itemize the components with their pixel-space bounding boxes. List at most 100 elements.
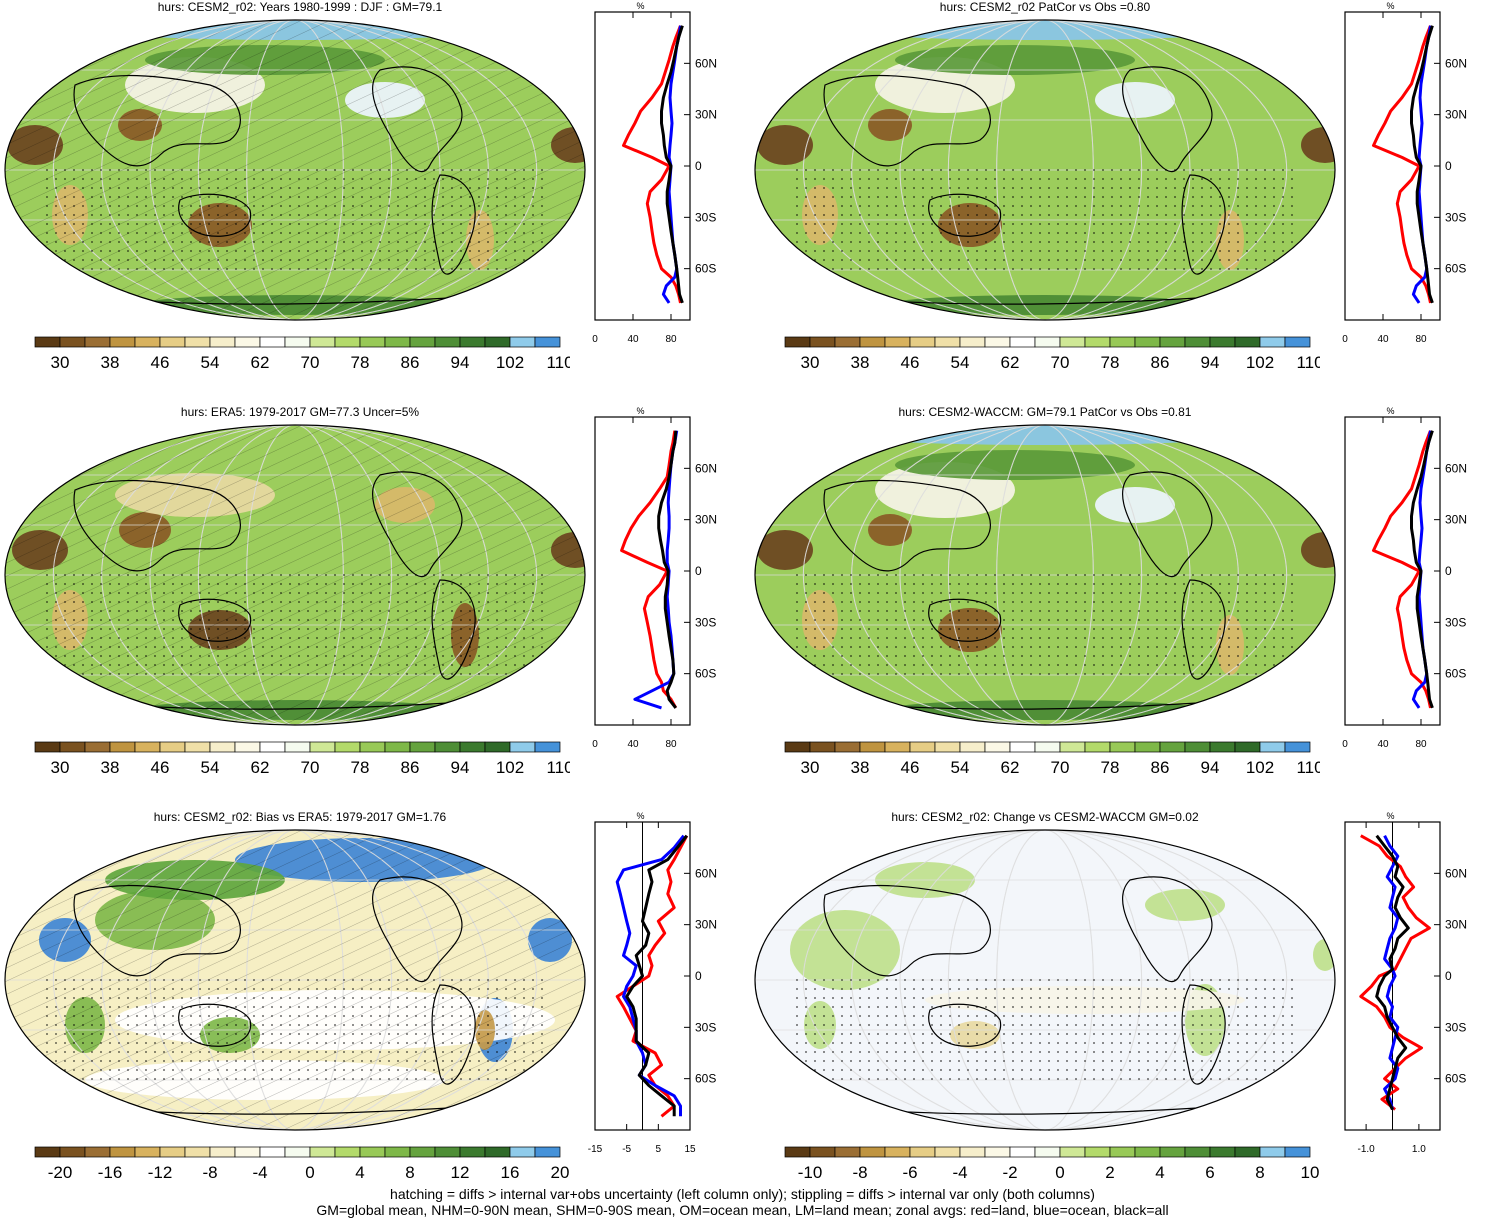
colorbar-tick-label: 30 bbox=[51, 353, 70, 372]
profile-lat-tick-label: 60S bbox=[695, 667, 716, 681]
profile-line-land bbox=[622, 25, 682, 304]
colorbar-swatch bbox=[184, 336, 211, 348]
colorbar-tick-label: 54 bbox=[201, 353, 220, 372]
colorbar-swatch bbox=[159, 336, 186, 348]
profile-x-tick-label: 0 bbox=[1342, 739, 1348, 750]
colorbar-swatch bbox=[884, 1146, 911, 1158]
profile-lat-tick-label: 30N bbox=[695, 513, 717, 527]
profile-x-tick-label: 0 bbox=[592, 334, 598, 345]
colorbar-swatch bbox=[1109, 741, 1136, 753]
colorbar-swatch bbox=[1284, 1146, 1311, 1158]
colorbar-swatch bbox=[334, 336, 361, 348]
profile-lat-tick-label: 60S bbox=[695, 1072, 716, 1086]
colorbar-swatch bbox=[59, 336, 86, 348]
profile-lat-tick-label: 0 bbox=[695, 969, 702, 983]
colorbar-swatch bbox=[409, 1146, 436, 1158]
colorbar-swatch bbox=[59, 1146, 86, 1158]
colorbar-swatch bbox=[509, 336, 536, 348]
profile-lat-tick-label: 60S bbox=[1445, 262, 1466, 276]
profile-lat-tick-label: 30S bbox=[695, 210, 716, 224]
coastline bbox=[823, 74, 991, 167]
profile-x-tick-label: 15 bbox=[684, 1144, 696, 1155]
colorbar-swatch bbox=[334, 1146, 361, 1158]
colorbar-swatch bbox=[959, 336, 986, 348]
colorbar-tick-label: 78 bbox=[1101, 758, 1120, 777]
profile-unit-label: % bbox=[636, 1, 644, 11]
coastline bbox=[1121, 471, 1213, 578]
colorbar-swatch bbox=[1109, 1146, 1136, 1158]
panel-2-title: hurs: CESM2_r02 PatCor vs Obs =0.80 bbox=[939, 0, 1151, 14]
colorbar-swatch bbox=[359, 741, 386, 753]
colorbar-tick-label: 10 bbox=[1301, 1163, 1320, 1182]
colorbar-swatch bbox=[409, 336, 436, 348]
profile-lat-tick-label: 0 bbox=[695, 564, 702, 578]
profile-line-ocean bbox=[1383, 835, 1400, 1110]
zonal-profile-4: % 60N 30N 0 30S 60S 0 40 80 bbox=[1342, 406, 1467, 750]
profile-lat-tick-label: 30N bbox=[1445, 513, 1467, 527]
coastline bbox=[178, 193, 252, 237]
colorbar-swatch bbox=[534, 1146, 561, 1158]
zonal-profile-1: % 60N 30N 0 30S 60S 0 40 80 bbox=[592, 1, 717, 345]
colorbar-tick-label: -4 bbox=[952, 1163, 967, 1182]
profile-line-all bbox=[1410, 430, 1434, 709]
colorbar-swatch bbox=[459, 336, 486, 348]
field-patch bbox=[1301, 127, 1335, 163]
coastline bbox=[823, 884, 991, 977]
colorbar-4: 30 38 46 54 62 70 78 86 94 102 110 bbox=[784, 741, 1320, 777]
profile-lat-tick-label: 30N bbox=[695, 918, 717, 932]
colorbar-5: -20 -16 -12 -8 -4 0 4 8 12 16 20 bbox=[34, 1146, 569, 1182]
field-patch bbox=[757, 530, 813, 570]
profile-line-land bbox=[615, 835, 689, 1118]
colorbar-swatch bbox=[884, 741, 911, 753]
colorbar-tick-label: 46 bbox=[151, 758, 170, 777]
colorbar-swatch bbox=[1159, 1146, 1186, 1158]
colorbar-tick-label: 8 bbox=[1255, 1163, 1264, 1182]
colorbar-tick-label: 94 bbox=[1201, 353, 1220, 372]
colorbar-tick-label: 70 bbox=[1051, 758, 1070, 777]
profile-lat-tick-label: 60S bbox=[1445, 667, 1466, 681]
coastline bbox=[1181, 984, 1226, 1085]
profile-line-all bbox=[1410, 25, 1434, 304]
colorbar-swatch bbox=[1059, 741, 1086, 753]
colorbar-swatch bbox=[209, 336, 236, 348]
colorbar-swatch bbox=[784, 1146, 811, 1158]
colorbar-swatch bbox=[1134, 1146, 1161, 1158]
colorbar-swatch bbox=[934, 336, 961, 348]
zonal-profile-6: % 60N 30N 0 30S 60S -1.0 1.0 bbox=[1344, 811, 1467, 1155]
profile-x-tick-label: 40 bbox=[1377, 334, 1389, 345]
colorbar-swatch bbox=[1209, 336, 1236, 348]
profile-x-tick-label: 0 bbox=[1342, 334, 1348, 345]
colorbar-swatch bbox=[1034, 1146, 1061, 1158]
colorbar-swatch bbox=[784, 336, 811, 348]
colorbar-tick-label: -12 bbox=[148, 1163, 173, 1182]
colorbar-tick-label: 94 bbox=[1201, 758, 1220, 777]
colorbar-swatch bbox=[384, 1146, 411, 1158]
profile-x-tick-label: 5 bbox=[656, 1144, 662, 1155]
profile-line-land bbox=[1372, 430, 1432, 709]
map-outline bbox=[4, 19, 586, 321]
map-panel-4 bbox=[754, 424, 1336, 726]
colorbar-tick-label: 2 bbox=[1105, 1163, 1114, 1182]
map-panel-3 bbox=[4, 424, 586, 726]
colorbar-swatch bbox=[459, 1146, 486, 1158]
profile-lat-tick-label: 30S bbox=[695, 615, 716, 629]
field-patch bbox=[868, 514, 912, 546]
colorbar-swatch bbox=[809, 336, 836, 348]
coastline bbox=[1181, 174, 1226, 275]
colorbar-swatch bbox=[959, 741, 986, 753]
colorbar-swatch bbox=[384, 741, 411, 753]
colorbar-swatch bbox=[934, 741, 961, 753]
colorbar-swatch bbox=[34, 1146, 61, 1158]
colorbar-swatch bbox=[1009, 336, 1036, 348]
colorbar-tick-label: -8 bbox=[202, 1163, 217, 1182]
profile-line-all bbox=[660, 25, 684, 304]
colorbar-swatch bbox=[434, 741, 461, 753]
profile-lat-tick-label: 30S bbox=[1445, 615, 1466, 629]
colorbar-swatch bbox=[984, 741, 1011, 753]
profile-lat-tick-label: 60N bbox=[695, 866, 717, 880]
colorbar-swatch bbox=[1084, 1146, 1111, 1158]
map-panel-1 bbox=[4, 19, 586, 321]
colorbar-swatch bbox=[309, 336, 336, 348]
field-patch bbox=[868, 109, 912, 141]
colorbar-1: 30 38 46 54 62 70 78 86 94 102 110 bbox=[34, 336, 570, 372]
